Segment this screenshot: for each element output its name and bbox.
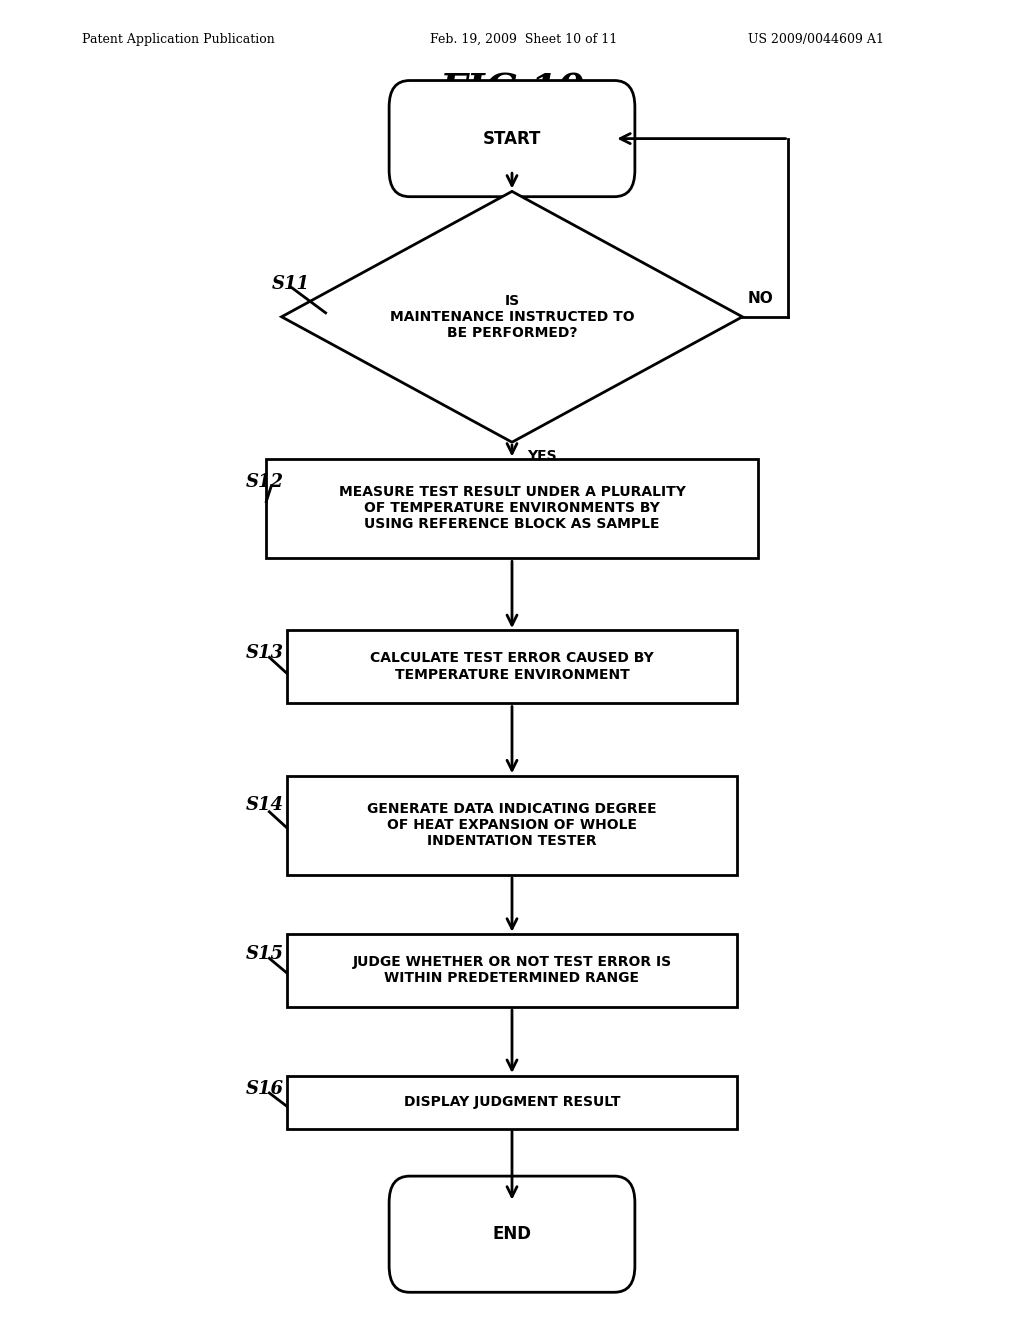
FancyBboxPatch shape [287,935,737,1006]
Text: S11: S11 [271,275,309,293]
Text: Feb. 19, 2009  Sheet 10 of 11: Feb. 19, 2009 Sheet 10 of 11 [430,33,617,46]
Text: US 2009/0044609 A1: US 2009/0044609 A1 [748,33,884,46]
FancyBboxPatch shape [389,1176,635,1292]
Text: S15: S15 [246,945,284,964]
Text: DISPLAY JUDGMENT RESULT: DISPLAY JUDGMENT RESULT [403,1096,621,1109]
Text: YES: YES [527,449,557,463]
Text: S16: S16 [246,1080,284,1098]
Text: FIG.10: FIG.10 [439,73,585,111]
FancyBboxPatch shape [266,459,758,557]
Text: MEASURE TEST RESULT UNDER A PLURALITY
OF TEMPERATURE ENVIRONMENTS BY
USING REFER: MEASURE TEST RESULT UNDER A PLURALITY OF… [339,484,685,532]
Text: S12: S12 [246,473,284,491]
Text: IS
MAINTENANCE INSTRUCTED TO
BE PERFORMED?: IS MAINTENANCE INSTRUCTED TO BE PERFORME… [390,293,634,341]
Text: JUDGE WHETHER OR NOT TEST ERROR IS
WITHIN PREDETERMINED RANGE: JUDGE WHETHER OR NOT TEST ERROR IS WITHI… [352,956,672,985]
Text: NO: NO [748,292,773,306]
Polygon shape [282,191,742,442]
Text: CALCULATE TEST ERROR CAUSED BY
TEMPERATURE ENVIRONMENT: CALCULATE TEST ERROR CAUSED BY TEMPERATU… [370,652,654,681]
FancyBboxPatch shape [287,1076,737,1129]
Text: START: START [482,129,542,148]
Text: S13: S13 [246,644,284,663]
FancyBboxPatch shape [389,81,635,197]
FancyBboxPatch shape [287,631,737,704]
FancyBboxPatch shape [287,776,737,874]
Text: GENERATE DATA INDICATING DEGREE
OF HEAT EXPANSION OF WHOLE
INDENTATION TESTER: GENERATE DATA INDICATING DEGREE OF HEAT … [368,801,656,849]
Text: END: END [493,1225,531,1243]
Text: S14: S14 [246,796,284,814]
Text: Patent Application Publication: Patent Application Publication [82,33,274,46]
